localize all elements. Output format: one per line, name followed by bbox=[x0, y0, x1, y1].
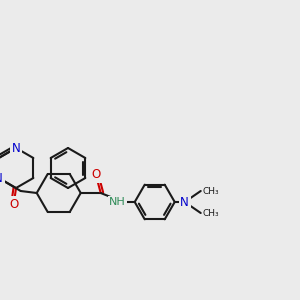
Text: CH₃: CH₃ bbox=[203, 208, 219, 217]
Text: O: O bbox=[9, 197, 19, 211]
Text: N: N bbox=[0, 172, 3, 184]
Text: N: N bbox=[180, 196, 189, 208]
Text: O: O bbox=[91, 169, 100, 182]
Text: CH₃: CH₃ bbox=[203, 187, 219, 196]
Text: NH: NH bbox=[109, 197, 126, 207]
Text: N: N bbox=[12, 142, 20, 154]
